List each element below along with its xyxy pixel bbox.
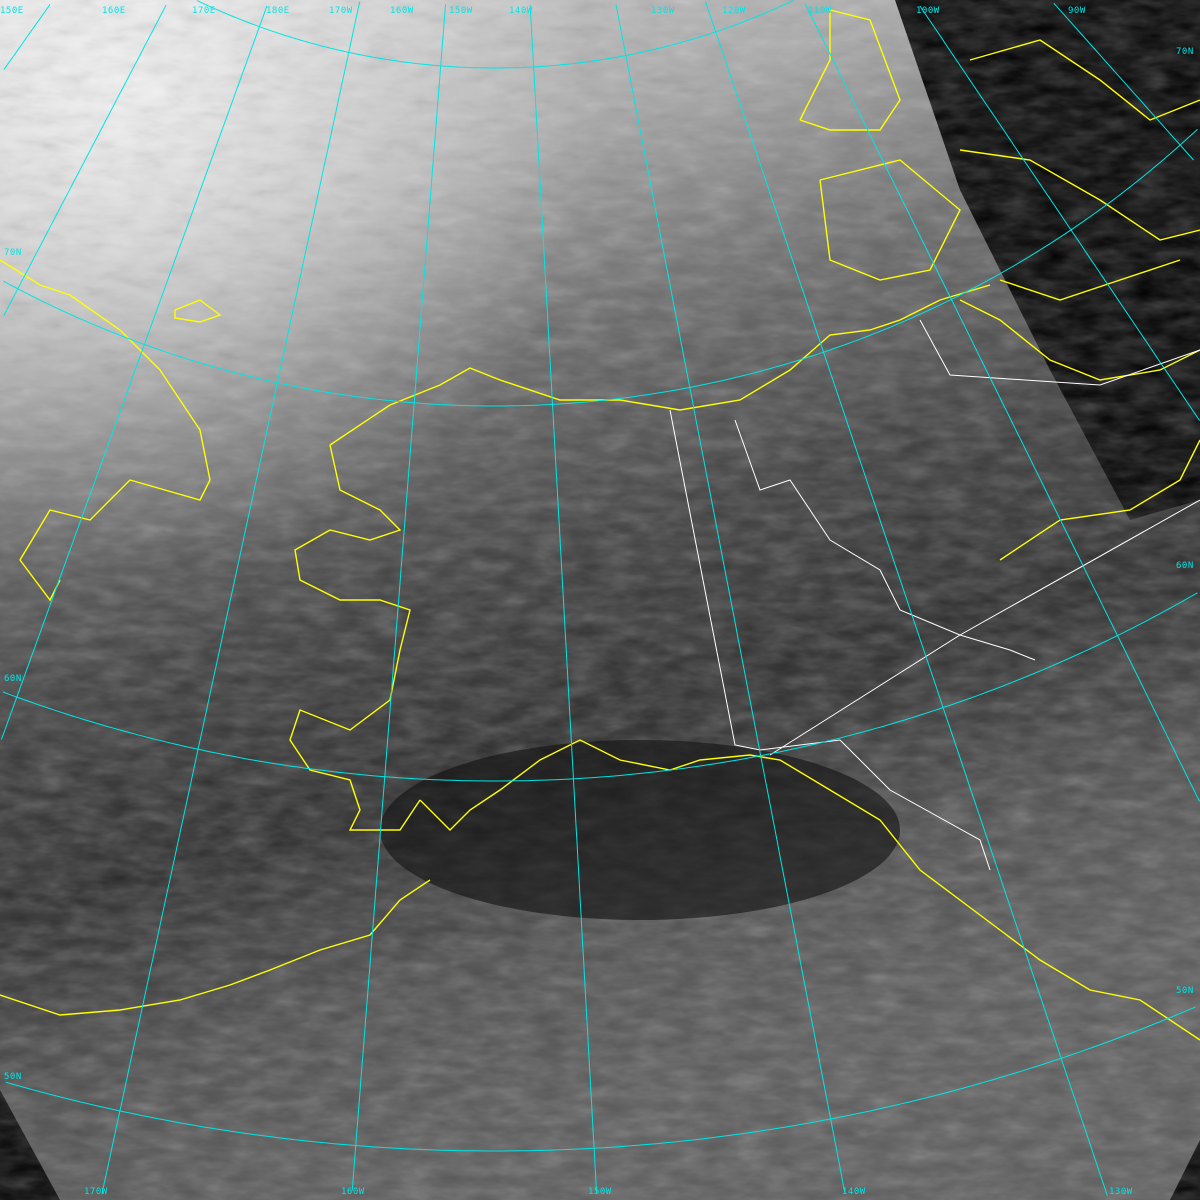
meridian-line bbox=[1053, 2, 1194, 161]
parallel-line bbox=[3, 128, 1198, 407]
lon-label-bottom: 140W bbox=[842, 1187, 866, 1197]
meridian-line bbox=[919, 5, 1200, 421]
lon-label-top: 160E bbox=[102, 6, 126, 16]
arctic-archipelago-east-3 bbox=[999, 259, 1181, 301]
meridian-line bbox=[0, 5, 268, 740]
lon-label-bottom: 130W bbox=[1109, 1187, 1133, 1197]
lat-label-left: 50N bbox=[4, 1072, 22, 1082]
arctic-islands bbox=[799, 9, 901, 131]
alaska-canada-border bbox=[669, 409, 761, 751]
lon-label-bottom: 160W bbox=[341, 1187, 365, 1197]
lon-label-bottom: 150W bbox=[588, 1187, 612, 1197]
lat-label-right: 70N bbox=[1176, 47, 1194, 57]
st-lawrence-island bbox=[174, 299, 222, 323]
lat-label-left: 60N bbox=[4, 674, 22, 684]
meridian-line bbox=[615, 4, 846, 1193]
meridian-line bbox=[529, 4, 598, 1194]
arctic-archipelago-east-2 bbox=[959, 149, 1200, 241]
panhandle-border bbox=[759, 739, 991, 871]
lon-label-top: 170E bbox=[192, 6, 216, 16]
south-alaska-coast bbox=[419, 739, 1200, 1041]
coastlines bbox=[0, 9, 1200, 1041]
lat-label-right: 60N bbox=[1176, 561, 1194, 571]
lon-label-bottom: 170W bbox=[84, 1187, 108, 1197]
parallel-line bbox=[196, 0, 794, 69]
lon-label-top: 130W bbox=[651, 6, 675, 16]
lat-label-right: 50N bbox=[1176, 986, 1194, 996]
lon-label-top: 110W bbox=[808, 6, 832, 16]
north-alaska-coast bbox=[329, 284, 991, 446]
canada-arctic-islands bbox=[819, 159, 961, 281]
lat-label-left: 70N bbox=[4, 248, 22, 258]
aleutian-chain bbox=[0, 879, 431, 1016]
lon-label-top: 90W bbox=[1068, 6, 1086, 16]
nunavut-border bbox=[919, 319, 1200, 386]
meridian-line bbox=[3, 4, 51, 70]
lon-label-top: 180E bbox=[266, 6, 290, 16]
parallel-line bbox=[2, 592, 1198, 782]
meridian-line bbox=[804, 3, 1200, 802]
west-alaska-coast bbox=[289, 444, 421, 831]
hudson-area-coast bbox=[999, 439, 1200, 561]
parallel-line bbox=[5, 1006, 1196, 1152]
political-borders bbox=[669, 319, 1200, 871]
lon-label-top: 100W bbox=[916, 6, 940, 16]
lon-label-top: 120W bbox=[722, 6, 746, 16]
yukon-nwt-border bbox=[734, 419, 1036, 661]
bc-border bbox=[769, 499, 1200, 756]
meridian-line bbox=[351, 4, 447, 1191]
chukotka-coast bbox=[0, 259, 211, 602]
lon-label-top: 150E bbox=[0, 6, 24, 16]
meridian-line bbox=[3, 4, 167, 316]
meridian-line bbox=[101, 1, 361, 1195]
gulf-of-alaska-clear-area bbox=[380, 740, 900, 920]
lon-label-top: 140W bbox=[509, 6, 533, 16]
arctic-archipelago-east bbox=[969, 39, 1200, 121]
canada-mainland-coast bbox=[959, 299, 1200, 381]
meridian-line bbox=[705, 1, 1108, 1196]
lon-label-top: 150W bbox=[449, 6, 473, 16]
lon-label-top: 160W bbox=[390, 6, 414, 16]
lon-label-top: 170W bbox=[329, 6, 353, 16]
